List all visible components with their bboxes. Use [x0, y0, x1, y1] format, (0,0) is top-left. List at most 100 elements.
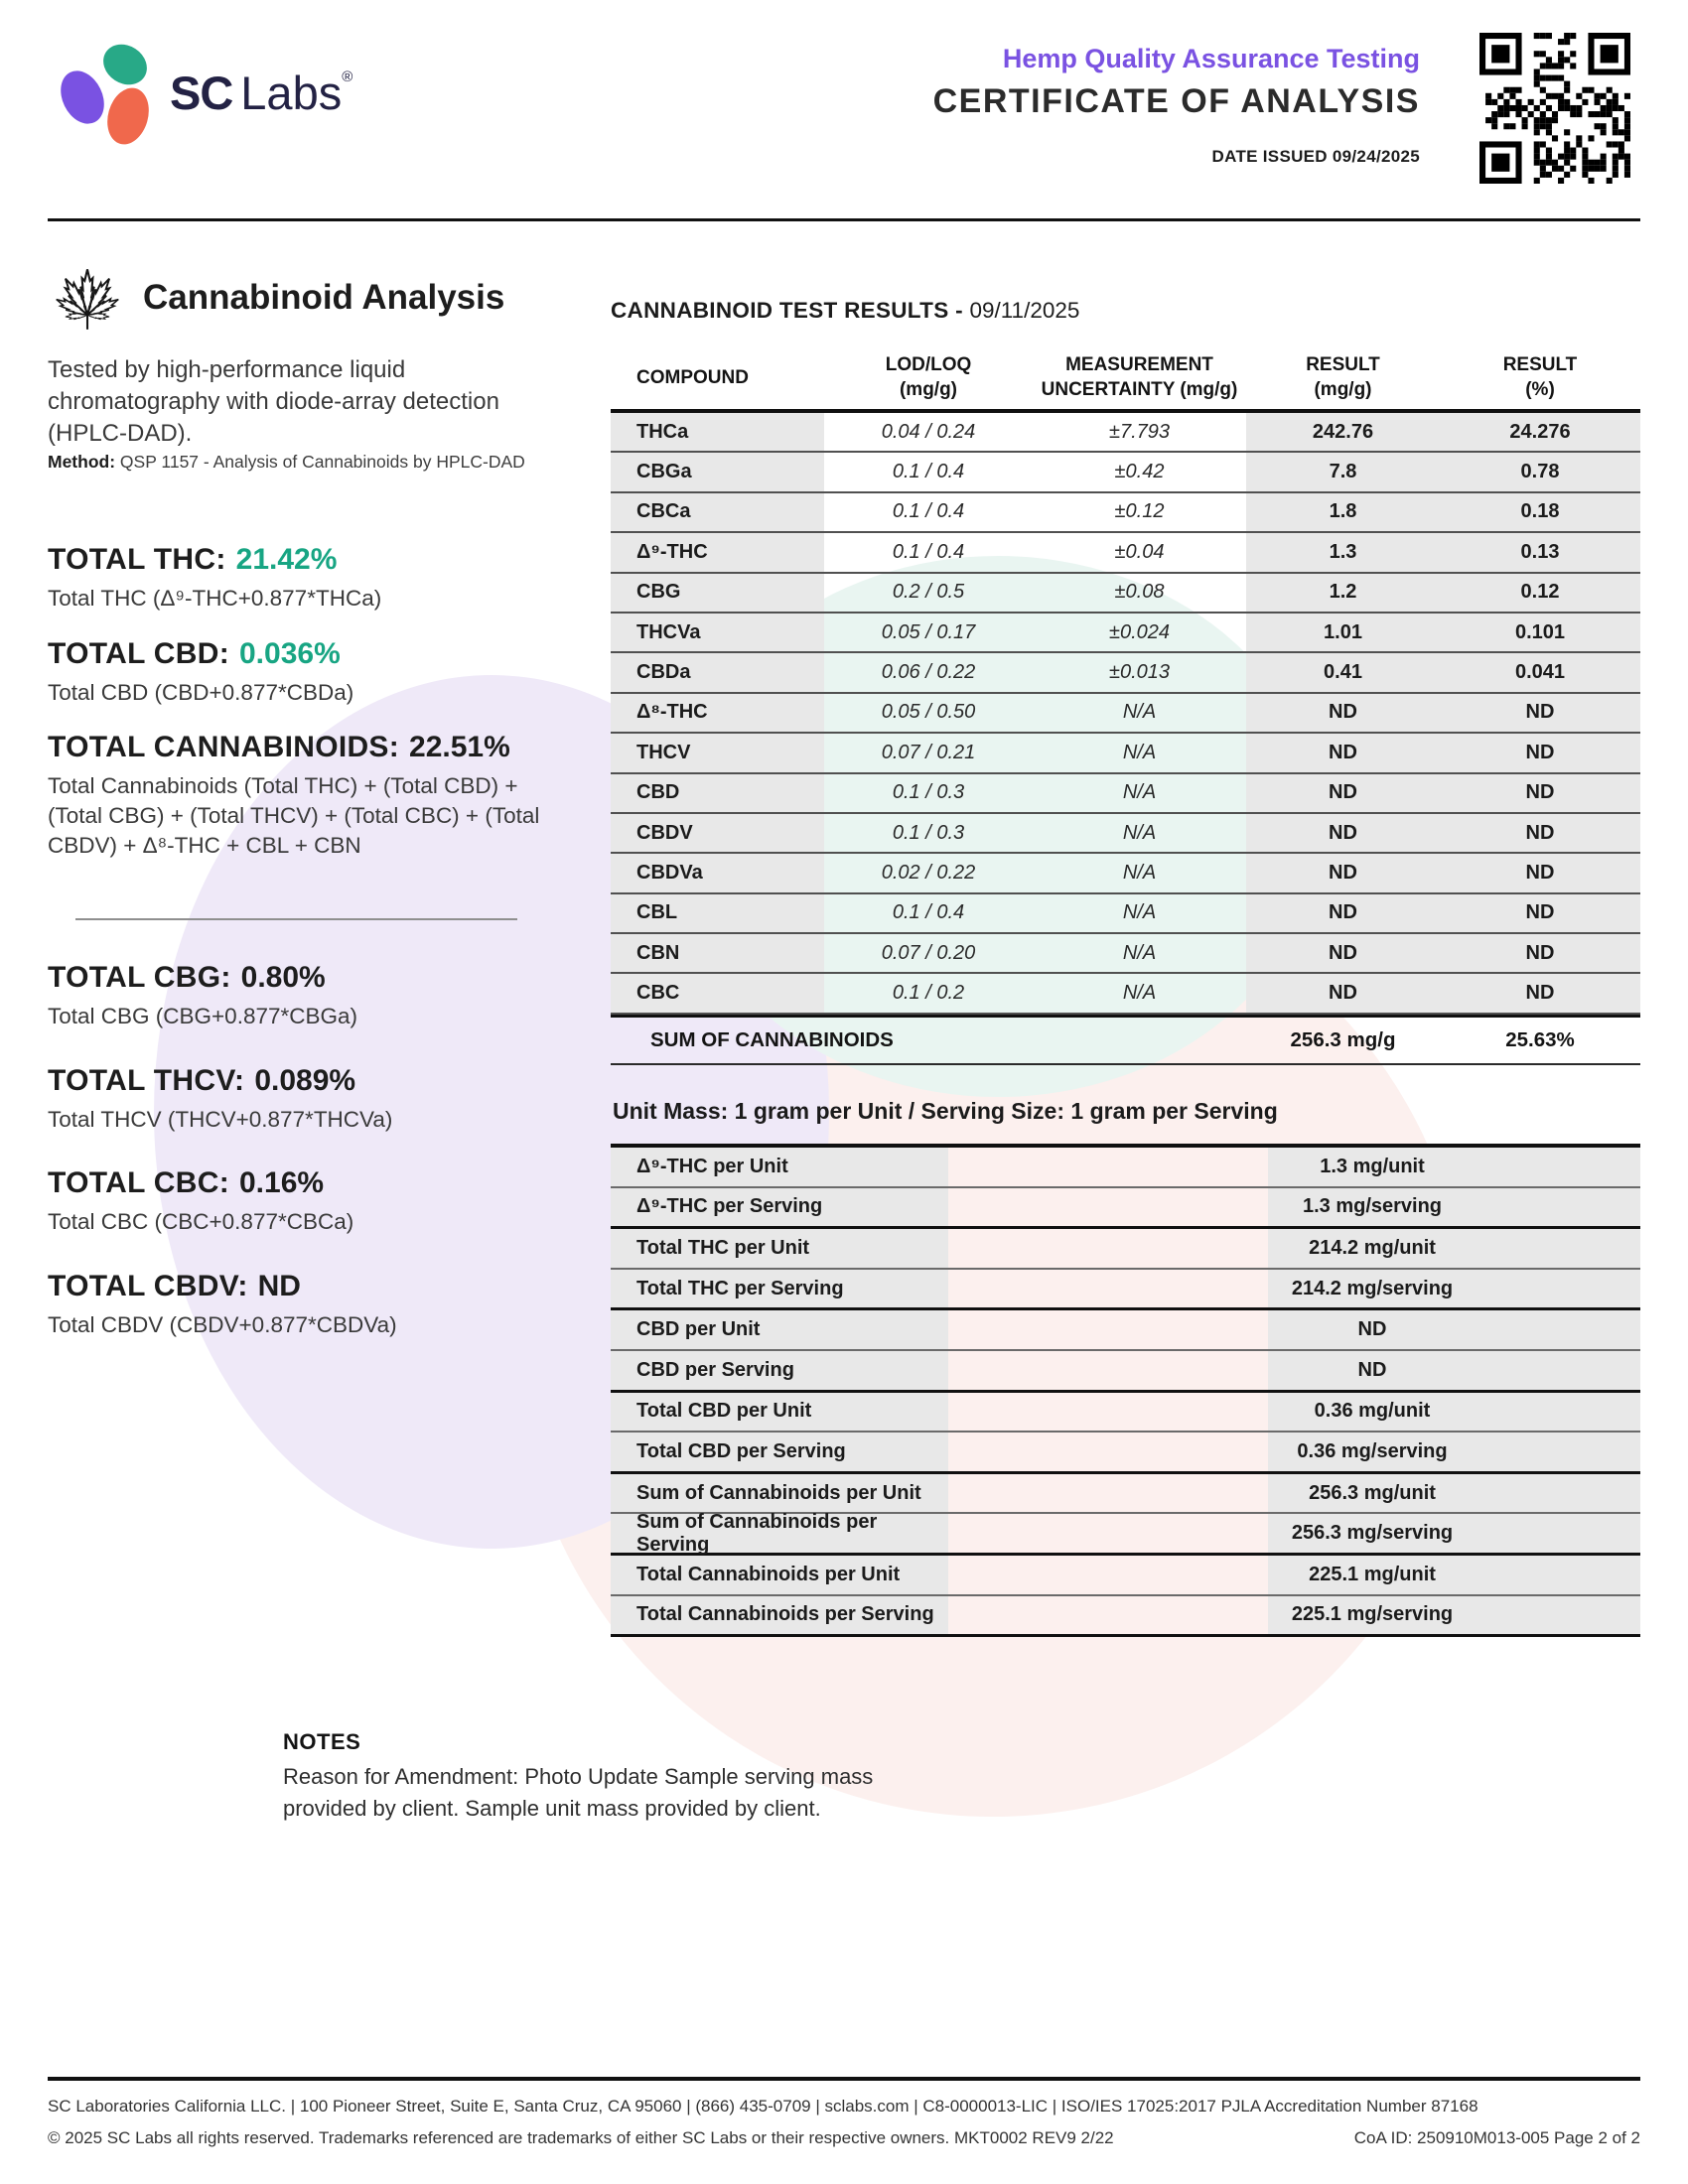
- footer-divider: [48, 2077, 1640, 2081]
- results-table-header: COMPOUND LOD/LOQ (mg/g) MEASUREMENT UNCE…: [611, 347, 1640, 413]
- compound-cell: CBDa: [611, 653, 824, 692]
- compound-cell: CBL: [611, 893, 824, 933]
- compound-cell: Δ⁸-THC: [611, 693, 824, 733]
- method-label: Method:: [48, 452, 116, 472]
- unit-row-spacer: [948, 1474, 1268, 1513]
- result-pct-cell: ND: [1440, 893, 1640, 933]
- result-mg-cell: 1.01: [1246, 613, 1440, 652]
- unit-row-label: Total Cannabinoids per Serving: [611, 1595, 948, 1635]
- total-label: TOTAL CBG:: [48, 961, 231, 994]
- unit-row: Sum of Cannabinoids per Serving 256.3 mg…: [611, 1511, 1640, 1556]
- unit-mass-table: Δ⁹-THC per Unit 1.3 mg/unit Δ⁹-THC per S…: [611, 1144, 1640, 1638]
- analysis-column: Cannabinoid Analysis Tested by high-perf…: [48, 263, 569, 1375]
- sum-mg-value: 256.3 mg/g: [1290, 1027, 1396, 1051]
- total-label: TOTAL CBC:: [48, 1166, 229, 1200]
- results-heading: CANNABINOID TEST RESULTS - 09/11/2025: [611, 298, 1640, 324]
- unit-row-spacer: [948, 1148, 1268, 1186]
- compound-cell: CBN: [611, 934, 824, 973]
- compound-cell: CBGa: [611, 453, 824, 491]
- unit-row-label: Δ⁹-THC per Unit: [611, 1148, 948, 1186]
- result-mg-cell: 1.2: [1246, 573, 1440, 612]
- total-block: TOTAL CBDV: ND Total CBDV (CBDV+0.877*CBD…: [48, 1270, 559, 1340]
- table-row: CBG 0.2 / 0.5 ±0.08 1.2 0.12: [611, 573, 1640, 614]
- notes-section: NOTES Reason for Amendment: Photo Update…: [283, 1729, 938, 1825]
- total-value: 0.16%: [239, 1166, 325, 1200]
- total-block: TOTAL THCV: 0.089% Total THCV (THCV+0.877…: [48, 1064, 559, 1135]
- column-header-result-mg: RESULT (mg/g): [1246, 347, 1440, 409]
- registered-mark: ®: [342, 68, 353, 85]
- result-pct-cell: 0.101: [1440, 613, 1640, 652]
- total-label: TOTAL CBD:: [48, 636, 229, 670]
- lod-loq-cell: 0.04 / 0.24: [881, 420, 976, 443]
- compound-cell: CBG: [611, 573, 824, 612]
- total-value: 0.089%: [254, 1063, 356, 1097]
- primary-totals: TOTAL THC: 21.42% Total THC (Δ⁹-THC+0.877…: [48, 543, 559, 884]
- unit-row: Total THC per Unit 214.2 mg/unit: [611, 1229, 1640, 1270]
- unit-row-label: Total CBD per Serving: [611, 1433, 948, 1471]
- total-value: ND: [257, 1270, 301, 1303]
- unit-row-value: 1.3 mg/unit: [1268, 1148, 1640, 1186]
- total-value: 22.51%: [409, 731, 510, 764]
- result-pct-cell: ND: [1440, 813, 1640, 853]
- coa-id-page-number: CoA ID: 250910M013-005 Page 2 of 2: [1353, 2128, 1640, 2147]
- uncertainty-cell: ±0.04: [1114, 540, 1165, 563]
- table-row: CBL 0.1 / 0.4 N/A ND ND: [611, 893, 1640, 935]
- table-row: CBGa 0.1 / 0.4 ±0.42 7.8 0.78: [611, 453, 1640, 493]
- unit-row: Sum of Cannabinoids per Unit 256.3 mg/un…: [611, 1473, 1640, 1515]
- total-label: TOTAL CBDV:: [48, 1270, 248, 1303]
- lod-loq-cell: 0.1 / 0.4: [892, 500, 965, 523]
- unit-row-label: Total THC per Serving: [611, 1269, 948, 1308]
- total-formula: Total CBG (CBG+0.877*CBGa): [48, 1004, 358, 1028]
- result-mg-cell: 0.41: [1246, 653, 1440, 692]
- footer-line-2: © 2025 SC Labs all rights reserved. Trad…: [48, 2128, 1640, 2148]
- total-formula: Total THC (Δ⁹-THC+0.877*THCa): [48, 586, 382, 611]
- table-row: CBN 0.07 / 0.20 N/A ND ND: [611, 934, 1640, 975]
- unit-row-label: Total THC per Unit: [611, 1229, 948, 1268]
- unit-row-spacer: [948, 1514, 1268, 1553]
- lod-loq-cell: 0.2 / 0.5: [892, 581, 965, 604]
- compound-cell: Δ⁹-THC: [611, 533, 824, 572]
- table-row: CBD 0.1 / 0.3 N/A ND ND: [611, 773, 1640, 814]
- uncertainty-cell: N/A: [1122, 741, 1157, 763]
- result-pct-cell: 0.041: [1440, 653, 1640, 692]
- total-value: 21.42%: [235, 543, 338, 576]
- table-row: THCV 0.07 / 0.21 N/A ND ND: [611, 734, 1640, 774]
- uncertainty-cell: N/A: [1122, 701, 1157, 724]
- footer-copyright: © 2025 SC Labs all rights reserved. Trad…: [48, 2128, 1114, 2147]
- analysis-title-row: Cannabinoid Analysis: [48, 263, 569, 333]
- logo-petal-green: [95, 36, 155, 93]
- notes-body: Reason for Amendment: Photo Update Sampl…: [283, 1764, 874, 1821]
- result-mg-cell: 1.3: [1246, 533, 1440, 572]
- unit-row-spacer: [948, 1596, 1268, 1635]
- notes-heading: NOTES: [283, 1729, 361, 1754]
- lod-loq-cell: 0.05 / 0.50: [881, 701, 976, 724]
- secondary-totals: TOTAL CBG: 0.80% Total CBG (CBG+0.877*CBG…: [48, 961, 559, 1373]
- column-header-line: (mg/g): [899, 379, 958, 400]
- sum-label: SUM OF CANNABINOIDS: [650, 1027, 894, 1051]
- unit-row-value: 1.3 mg/serving: [1268, 1187, 1640, 1227]
- unit-row-value: 225.1 mg/serving: [1268, 1595, 1640, 1635]
- total-block: TOTAL THC: 21.42% Total THC (Δ⁹-THC+0.877…: [48, 543, 559, 614]
- logo-petal-orange: [100, 82, 156, 150]
- result-mg-cell: ND: [1246, 934, 1440, 973]
- unit-row: Total THC per Serving 214.2 mg/serving: [611, 1269, 1640, 1311]
- total-label: TOTAL THCV:: [48, 1063, 245, 1097]
- unit-row: Total CBD per Serving 0.36 mg/serving: [611, 1433, 1640, 1474]
- unit-row-spacer: [948, 1229, 1268, 1268]
- compound-cell: THCVa: [611, 613, 824, 652]
- total-formula: Total THCV (THCV+0.877*THCVa): [48, 1106, 393, 1132]
- compound-cell: THCa: [611, 413, 824, 452]
- logo-petal-purple: [52, 64, 113, 131]
- unit-row-spacer: [948, 1556, 1268, 1594]
- column-header-line: COMPOUND: [636, 366, 749, 388]
- result-mg-cell: ND: [1246, 974, 1440, 1013]
- compound-cell: CBCa: [611, 492, 824, 532]
- column-header-line: UNCERTAINTY (mg/g): [1041, 379, 1238, 400]
- total-block: TOTAL CANNABINOIDS: 22.51% Total Cannabin…: [48, 731, 559, 860]
- lod-loq-cell: 0.1 / 0.3: [892, 821, 965, 844]
- unit-row-label: Total Cannabinoids per Unit: [611, 1555, 948, 1594]
- lod-loq-cell: 0.02 / 0.22: [881, 861, 976, 884]
- unit-row: Δ⁹-THC per Serving 1.3 mg/serving: [611, 1187, 1640, 1230]
- table-row: Δ⁹-THC 0.1 / 0.4 ±0.04 1.3 0.13: [611, 533, 1640, 574]
- uncertainty-cell: ±0.013: [1108, 661, 1171, 684]
